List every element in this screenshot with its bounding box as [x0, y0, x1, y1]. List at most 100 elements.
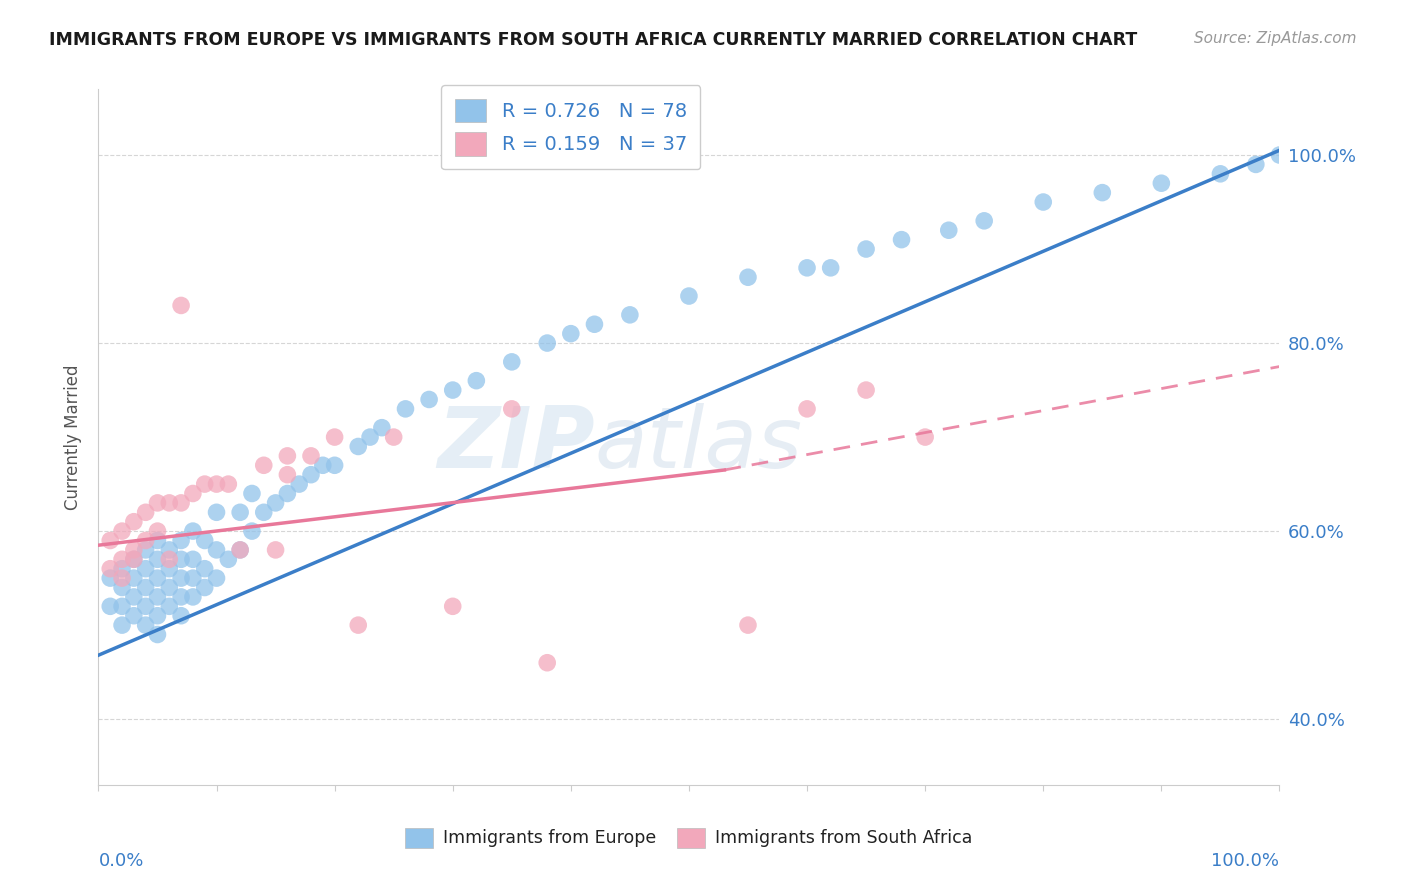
Point [122, 515, 145, 529]
Point [157, 599, 180, 614]
Point [276, 449, 298, 463]
Point [135, 542, 157, 557]
Point [583, 318, 606, 332]
Point [276, 486, 298, 500]
Point [1244, 157, 1267, 171]
Point [205, 542, 228, 557]
Point [323, 430, 346, 444]
Point [536, 336, 558, 351]
Point [264, 542, 287, 557]
Point [157, 542, 180, 557]
Point [157, 581, 180, 595]
Point [146, 533, 169, 548]
Point [382, 430, 405, 444]
Point [347, 618, 370, 632]
Point [737, 270, 759, 285]
Point [323, 458, 346, 473]
Point [1209, 167, 1232, 181]
Point [181, 486, 204, 500]
Point [501, 401, 523, 416]
Point [170, 533, 193, 548]
Text: 100.0%: 100.0% [1212, 852, 1279, 870]
Point [122, 571, 145, 585]
Point [181, 571, 204, 585]
Text: ZIP: ZIP [437, 402, 595, 485]
Point [111, 599, 134, 614]
Point [217, 477, 239, 491]
Point [229, 542, 252, 557]
Point [181, 552, 204, 566]
Point [276, 467, 298, 482]
Point [253, 505, 276, 519]
Point [1091, 186, 1114, 200]
Point [205, 477, 228, 491]
Point [111, 581, 134, 595]
Point [111, 562, 134, 576]
Text: atlas: atlas [595, 402, 803, 485]
Point [217, 552, 239, 566]
Point [135, 562, 157, 576]
Point [678, 289, 700, 303]
Point [146, 571, 169, 585]
Point [205, 505, 228, 519]
Point [855, 383, 877, 397]
Point [146, 590, 169, 604]
Text: IMMIGRANTS FROM EUROPE VS IMMIGRANTS FROM SOUTH AFRICA CURRENTLY MARRIED CORRELA: IMMIGRANTS FROM EUROPE VS IMMIGRANTS FRO… [49, 31, 1137, 49]
Point [1150, 176, 1173, 190]
Point [240, 524, 263, 538]
Point [111, 552, 134, 566]
Point [501, 355, 523, 369]
Point [194, 581, 217, 595]
Point [737, 618, 759, 632]
Point [135, 581, 157, 595]
Point [253, 458, 276, 473]
Point [135, 618, 157, 632]
Point [122, 552, 145, 566]
Point [135, 599, 157, 614]
Point [98, 599, 121, 614]
Point [135, 505, 157, 519]
Point [170, 571, 193, 585]
Point [855, 242, 877, 256]
Point [560, 326, 582, 341]
Point [194, 477, 217, 491]
Point [146, 627, 169, 641]
Point [194, 533, 217, 548]
Point [146, 524, 169, 538]
Point [1268, 148, 1291, 162]
Point [312, 458, 335, 473]
Point [146, 496, 169, 510]
Point [157, 552, 180, 566]
Point [170, 590, 193, 604]
Point [146, 552, 169, 566]
Point [938, 223, 960, 237]
Point [111, 571, 134, 585]
Legend: Immigrants from Europe, Immigrants from South Africa: Immigrants from Europe, Immigrants from … [396, 819, 981, 856]
Point [536, 656, 558, 670]
Point [170, 496, 193, 510]
Point [229, 505, 252, 519]
Point [441, 383, 464, 397]
Point [205, 571, 228, 585]
Point [1032, 194, 1054, 209]
Point [122, 608, 145, 623]
Point [122, 590, 145, 604]
Point [111, 618, 134, 632]
Point [820, 260, 842, 275]
Point [122, 552, 145, 566]
Point [170, 552, 193, 566]
Point [359, 430, 381, 444]
Point [135, 533, 157, 548]
Point [98, 571, 121, 585]
Point [170, 298, 193, 312]
Point [914, 430, 936, 444]
Point [181, 524, 204, 538]
Point [441, 599, 464, 614]
Point [181, 590, 204, 604]
Point [465, 374, 488, 388]
Point [299, 449, 322, 463]
Point [111, 524, 134, 538]
Text: Source: ZipAtlas.com: Source: ZipAtlas.com [1194, 31, 1357, 46]
Point [796, 401, 818, 416]
Point [194, 562, 217, 576]
